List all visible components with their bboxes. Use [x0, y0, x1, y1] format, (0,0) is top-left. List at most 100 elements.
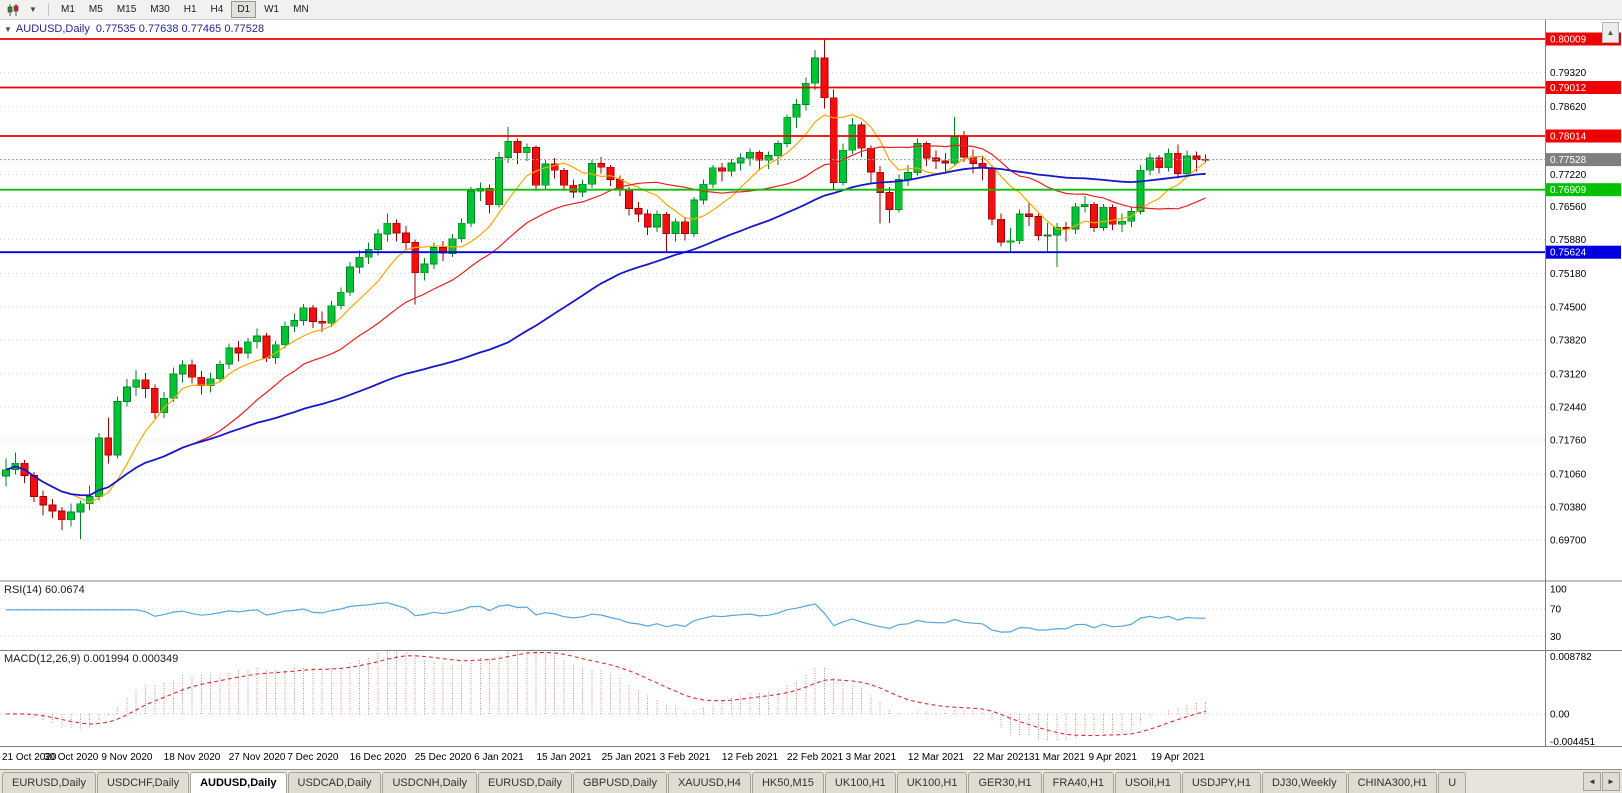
svg-text:0.79012: 0.79012	[1550, 83, 1587, 94]
svg-text:0.77220: 0.77220	[1550, 170, 1587, 181]
svg-text:0.71060: 0.71060	[1550, 470, 1587, 481]
candles-layer	[2, 39, 1210, 540]
price-tag-0.75624: 0.75624	[1546, 245, 1621, 259]
symbol-tab-uk100-h1[interactable]: UK100,H1	[896, 772, 968, 793]
svg-text:0.73120: 0.73120	[1550, 369, 1587, 380]
macd-pane: 0.008782 0.00 -0.004451	[0, 651, 1595, 748]
chart-tabs: EURUSD,Daily USDCHF,Daily AUDUSD,Daily USDC…	[2, 772, 1467, 793]
chart-scroll-up-button[interactable]: ▲	[1602, 22, 1619, 43]
svg-text:0.72440: 0.72440	[1550, 402, 1587, 413]
symbol-tab-audusd-daily[interactable]: AUDUSD,Daily	[190, 772, 287, 793]
tab-scroll-left-icon[interactable]: ◄	[1583, 772, 1601, 791]
svg-text:25 Dec 2020: 25 Dec 2020	[415, 752, 472, 763]
symbol-tab-china300-h1[interactable]: CHINA300,H1	[1347, 772, 1438, 793]
svg-text:18 Nov 2020: 18 Nov 2020	[164, 752, 221, 763]
svg-text:0.75880: 0.75880	[1550, 235, 1587, 246]
svg-text:22 Feb 2021: 22 Feb 2021	[787, 752, 844, 763]
price-grid	[0, 72, 1545, 541]
svg-text:0.71760: 0.71760	[1550, 436, 1587, 447]
svg-text:30: 30	[1550, 632, 1562, 643]
svg-text:0.80009: 0.80009	[1550, 35, 1587, 46]
svg-text:3 Feb 2021: 3 Feb 2021	[660, 752, 711, 763]
svg-text:9 Apr 2021: 9 Apr 2021	[1089, 752, 1138, 763]
svg-text:22 Mar 2021: 22 Mar 2021	[973, 752, 1030, 763]
rsi-line	[6, 602, 1206, 633]
svg-text:3 Mar 2021: 3 Mar 2021	[846, 752, 897, 763]
moving-average-55	[5, 166, 1206, 497]
timeframe-button-m15[interactable]: M15	[111, 1, 142, 18]
symbol-tab-usdcnh-daily[interactable]: USDCNH,Daily	[382, 772, 478, 793]
price-tag-0.76909: 0.76909	[1546, 183, 1621, 197]
price-tag-0.79012: 0.79012	[1546, 81, 1621, 94]
symbol-tab-hk50-m15[interactable]: HK50,M15	[751, 772, 824, 793]
svg-text:6 Jan 2021: 6 Jan 2021	[474, 752, 524, 763]
symbol-tab-u[interactable]: U	[1438, 772, 1467, 793]
svg-text:0.78014: 0.78014	[1550, 132, 1587, 143]
svg-text:0.75180: 0.75180	[1550, 269, 1587, 280]
svg-text:25 Jan 2021: 25 Jan 2021	[602, 752, 657, 763]
svg-text:0.76560: 0.76560	[1550, 202, 1587, 213]
svg-text:0.008782: 0.008782	[1550, 652, 1592, 663]
timeframe-button-w1[interactable]: W1	[258, 1, 285, 18]
tab-scroll-right-icon[interactable]: ►	[1602, 772, 1620, 791]
timeframe-buttons: M1 M5 M15 M30 H1 H4 D1 W1 MN	[54, 1, 316, 18]
chart-tab-bar: EURUSD,Daily USDCHF,Daily AUDUSD,Daily USDC…	[0, 769, 1622, 793]
timeframe-button-mn[interactable]: MN	[287, 1, 315, 18]
pane-dividers[interactable]	[0, 20, 1622, 747]
symbol-tab-uk100-h1[interactable]: UK100,H1	[824, 772, 896, 793]
chart-type-icon[interactable]	[4, 2, 22, 17]
svg-text:9 Nov 2020: 9 Nov 2020	[101, 752, 153, 763]
svg-text:12 Feb 2021: 12 Feb 2021	[722, 752, 779, 763]
tab-scroll-arrows: ◄ ►	[1582, 770, 1622, 793]
svg-text:0.00: 0.00	[1550, 710, 1570, 721]
price-axis[interactable]: 0.79320 0.78620 0.77220 0.76560 0.75880 0.751…	[1550, 68, 1587, 547]
svg-text:0.70380: 0.70380	[1550, 503, 1587, 514]
symbol-tab-usoil-h1[interactable]: USOil,H1	[1115, 772, 1181, 793]
symbol-tab-ger30-h1[interactable]: GER30,H1	[968, 772, 1042, 793]
svg-text:0.78620: 0.78620	[1550, 102, 1587, 113]
svg-text:16 Dec 2020: 16 Dec 2020	[350, 752, 407, 763]
svg-text:0.79320: 0.79320	[1550, 68, 1587, 79]
symbol-tab-usdjpy-h1[interactable]: USDJPY,H1	[1181, 772, 1261, 793]
svg-text:7 Dec 2020: 7 Dec 2020	[287, 752, 339, 763]
symbol-tab-dj30-weekly[interactable]: DJ30,Weekly	[1261, 772, 1347, 793]
toolbar-separator	[48, 3, 49, 16]
timeframe-button-m30[interactable]: M30	[144, 1, 175, 18]
symbol-tab-eurusd-daily[interactable]: EURUSD,Daily	[2, 772, 96, 793]
svg-text:0.74500: 0.74500	[1550, 302, 1587, 313]
timeframe-button-m1[interactable]: M1	[55, 1, 81, 18]
svg-text:-0.004451: -0.004451	[1550, 737, 1595, 748]
symbol-tab-usdchf-daily[interactable]: USDCHF,Daily	[96, 772, 190, 793]
symbol-tab-fra40-h1[interactable]: FRA40,H1	[1042, 772, 1115, 793]
svg-text:27 Nov 2020: 27 Nov 2020	[229, 752, 286, 763]
svg-text:31 Mar 2021: 31 Mar 2021	[1029, 752, 1086, 763]
timeframe-button-h4[interactable]: H4	[205, 1, 230, 18]
timeframe-button-d1[interactable]: D1	[231, 1, 257, 18]
timeframe-button-h1[interactable]: H1	[178, 1, 203, 18]
svg-text:0.77528: 0.77528	[1550, 155, 1587, 166]
svg-text:70: 70	[1550, 605, 1562, 616]
svg-text:0.73820: 0.73820	[1550, 335, 1587, 346]
candlestick-chart-icon	[7, 3, 19, 16]
svg-text:12 Mar 2021: 12 Mar 2021	[908, 752, 965, 763]
chart-canvas[interactable]: 0.79320 0.78620 0.77220 0.76560 0.75880 0.751…	[0, 20, 1622, 769]
rsi-pane: 100 70 30	[0, 584, 1567, 643]
chart-window[interactable]: 0.79320 0.78620 0.77220 0.76560 0.75880 0.751…	[0, 20, 1622, 769]
timeframe-button-m5[interactable]: M5	[83, 1, 109, 18]
symbol-tab-usdcad-daily[interactable]: USDCAD,Daily	[287, 772, 382, 793]
svg-text:15 Jan 2021: 15 Jan 2021	[536, 752, 591, 763]
toolbar: ▼ M1 M5 M15 M30 H1 H4 D1 W1 MN	[0, 0, 1622, 20]
svg-text:100: 100	[1550, 584, 1567, 595]
symbol-tab-xauusd-h4[interactable]: XAUUSD,H4	[667, 772, 751, 793]
symbol-tab-eurusd-daily[interactable]: EURUSD,Daily	[478, 772, 572, 793]
svg-text:21 Oct 2020: 21 Oct 2020	[2, 752, 57, 763]
svg-text:0.75624: 0.75624	[1550, 248, 1587, 259]
moving-average-21	[5, 144, 1206, 496]
price-tag-0.78014: 0.78014	[1546, 129, 1621, 143]
svg-text:30 Oct 2020: 30 Oct 2020	[44, 752, 99, 763]
macd-signal-line	[5, 651, 1206, 737]
symbol-tab-gbpusd-daily[interactable]: GBPUSD,Daily	[573, 772, 667, 793]
macd-histogram	[14, 651, 1207, 742]
chart-type-dropdown-caret-icon[interactable]: ▼	[29, 5, 37, 14]
